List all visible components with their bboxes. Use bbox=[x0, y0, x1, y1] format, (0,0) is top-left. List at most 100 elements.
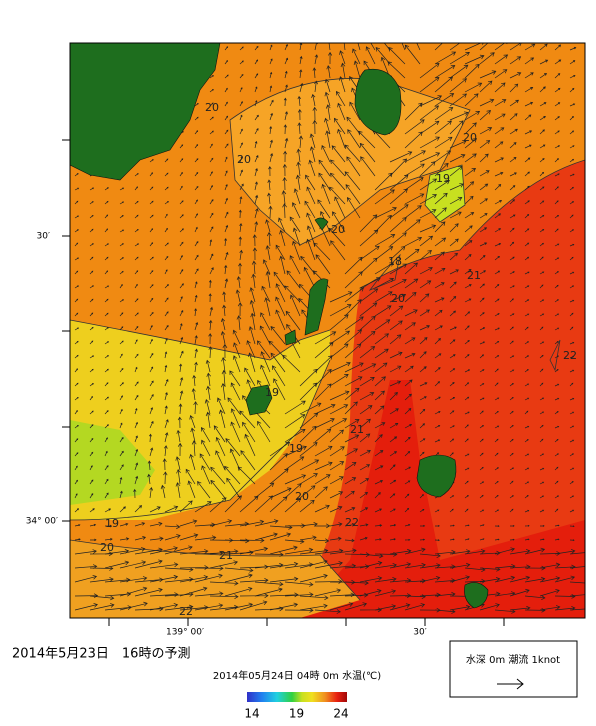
sea-zone bbox=[70, 420, 155, 505]
vector bbox=[509, 285, 515, 289]
vector bbox=[375, 47, 391, 65]
vector bbox=[404, 193, 425, 205]
vector bbox=[434, 107, 454, 121]
vector bbox=[494, 340, 500, 345]
vector bbox=[464, 111, 481, 121]
vector bbox=[291, 202, 301, 219]
vector bbox=[404, 538, 411, 541]
vector bbox=[449, 211, 462, 219]
vector bbox=[569, 355, 575, 359]
vector bbox=[524, 341, 529, 345]
vector bbox=[329, 304, 352, 317]
vector bbox=[388, 47, 406, 65]
vector bbox=[224, 264, 228, 275]
vector bbox=[494, 54, 509, 65]
vector bbox=[389, 451, 398, 457]
vector bbox=[164, 213, 168, 219]
vector bbox=[314, 461, 333, 471]
vector bbox=[89, 312, 94, 317]
vector bbox=[494, 200, 503, 205]
vector bbox=[134, 435, 138, 443]
vector bbox=[509, 156, 517, 163]
vector bbox=[222, 343, 228, 359]
vector bbox=[404, 451, 411, 457]
vector bbox=[374, 492, 381, 499]
vector bbox=[539, 43, 548, 51]
vector bbox=[314, 341, 334, 359]
vector bbox=[89, 424, 94, 429]
vector bbox=[404, 236, 423, 247]
vector bbox=[509, 508, 514, 513]
vector bbox=[179, 500, 193, 513]
vector bbox=[246, 340, 256, 359]
vector bbox=[434, 267, 446, 275]
vector bbox=[270, 352, 286, 373]
vector bbox=[236, 315, 242, 331]
vector bbox=[554, 116, 560, 121]
vector bbox=[299, 573, 328, 583]
vector bbox=[404, 44, 421, 65]
vector bbox=[232, 355, 241, 373]
vector bbox=[554, 575, 576, 583]
vector bbox=[434, 136, 453, 149]
vector bbox=[449, 382, 455, 387]
vector bbox=[164, 505, 179, 513]
vector bbox=[329, 536, 342, 541]
vector bbox=[479, 98, 495, 107]
vector bbox=[74, 200, 79, 205]
vector bbox=[374, 479, 384, 485]
vector bbox=[434, 51, 457, 65]
vector bbox=[419, 309, 430, 317]
vector bbox=[524, 271, 530, 275]
vector bbox=[419, 575, 441, 583]
vector bbox=[119, 408, 123, 415]
vector bbox=[268, 166, 272, 177]
vector bbox=[194, 102, 199, 107]
vector bbox=[314, 474, 331, 485]
vector bbox=[179, 549, 209, 555]
vector bbox=[283, 150, 288, 163]
vector bbox=[248, 352, 256, 373]
vector bbox=[539, 158, 545, 163]
vector bbox=[524, 313, 530, 317]
vector bbox=[104, 341, 109, 345]
vector bbox=[359, 277, 381, 289]
vector bbox=[539, 214, 545, 219]
vector bbox=[359, 377, 375, 387]
vector bbox=[119, 368, 124, 373]
vector bbox=[104, 410, 109, 415]
vector bbox=[479, 312, 485, 317]
vector bbox=[299, 548, 329, 555]
vector bbox=[309, 146, 316, 163]
vector bbox=[374, 189, 395, 205]
vector bbox=[104, 478, 109, 485]
vector bbox=[419, 120, 440, 135]
vector bbox=[119, 560, 147, 569]
vector bbox=[479, 127, 493, 135]
vector bbox=[134, 522, 146, 527]
vector bbox=[479, 140, 491, 149]
vector bbox=[329, 592, 355, 598]
vector bbox=[74, 382, 79, 387]
vector bbox=[119, 476, 123, 485]
vector bbox=[104, 243, 109, 247]
vector bbox=[464, 122, 477, 135]
vector bbox=[209, 549, 239, 555]
vector bbox=[177, 416, 182, 429]
vector bbox=[509, 424, 514, 429]
vector bbox=[494, 452, 499, 457]
vector bbox=[404, 322, 416, 331]
vector bbox=[239, 101, 243, 107]
vector bbox=[74, 257, 80, 261]
vector bbox=[404, 309, 418, 317]
contour-label: 21 bbox=[219, 549, 233, 562]
vector bbox=[209, 199, 214, 205]
vector bbox=[554, 355, 560, 359]
vector bbox=[569, 382, 574, 387]
vector bbox=[119, 506, 126, 513]
vector bbox=[389, 232, 407, 247]
vector bbox=[419, 209, 437, 219]
vector bbox=[509, 495, 514, 499]
vector bbox=[434, 564, 456, 570]
vector bbox=[237, 302, 243, 317]
